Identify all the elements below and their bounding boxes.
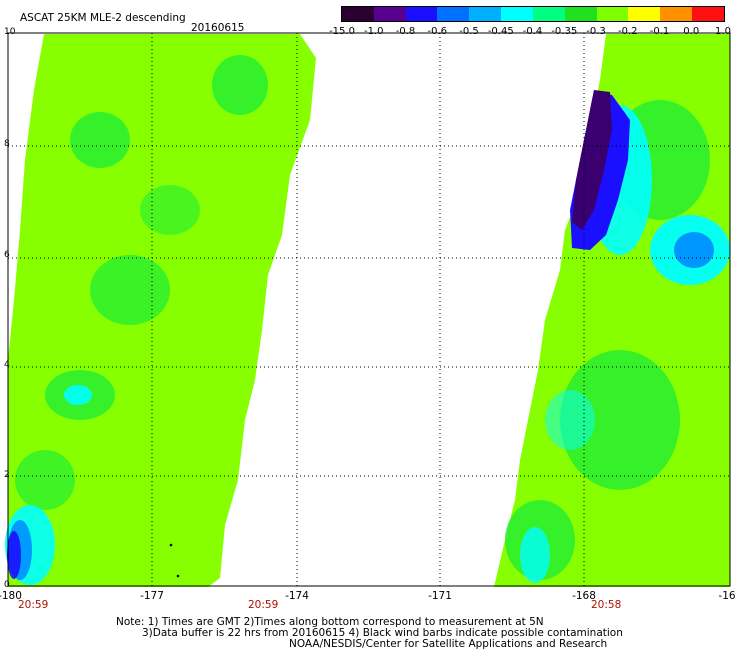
plot-frame [7, 32, 731, 587]
map-title: ASCAT 25KM MLE-2 descending [20, 12, 186, 24]
y-tick: 8 [4, 139, 10, 149]
colorbar-swatch [437, 7, 470, 21]
note-line-2: 3)Data buffer is 22 hrs from 20160615 4)… [142, 627, 623, 639]
colorbar-swatch [564, 7, 597, 21]
colorbar-swatch [532, 7, 565, 21]
y-tick: 0 [4, 580, 10, 590]
left-swath-patch [212, 55, 268, 115]
y-tick: 4 [4, 360, 10, 370]
y-tick: 2 [4, 470, 10, 480]
x-tick: -174 [285, 590, 309, 602]
colorbar-swatch [628, 7, 661, 21]
time-label: 20:59 [248, 599, 279, 611]
colorbar-swatch [660, 7, 693, 21]
colorbar-label: 0.0 [683, 26, 700, 37]
colorbar-swatch [469, 7, 502, 21]
colorbar-swatch [596, 7, 629, 21]
colorbar-label: -0.8 [395, 26, 416, 37]
x-tick: -180 [0, 590, 22, 602]
left-swath-patch [15, 450, 75, 510]
colorbar-label: -0.35 [551, 26, 578, 37]
colorbar-label: -0.45 [487, 26, 514, 37]
colorbar-swatch [692, 7, 724, 21]
wind-swaths [5, 34, 730, 587]
lat-lon-grid [8, 33, 730, 586]
left-swath-patch [64, 385, 92, 405]
colorbar-label: -15.0 [329, 26, 355, 37]
wind-barb-mark [176, 574, 180, 578]
x-tick: -171 [428, 590, 452, 602]
right-swath-patch [520, 527, 550, 583]
map-date: 20160615 [191, 22, 245, 34]
note-line-3: NOAA/NESDIS/Center for Satellite Applica… [289, 638, 608, 650]
wind-barb-mark [169, 543, 173, 547]
colorbar-label: -0.1 [649, 26, 670, 37]
time-label: 20:58 [591, 599, 622, 611]
note-line-1: Note: 1) Times are GMT 2)Times along bot… [116, 616, 544, 628]
right-swath-patch [545, 390, 595, 450]
colorbar-label: -1.0 [363, 26, 384, 37]
colorbar [341, 6, 725, 22]
left-swath-patch [90, 255, 170, 325]
colorbar-swatch [501, 7, 533, 21]
colorbar-label: -0.4 [522, 26, 543, 37]
time-label: 20:59 [18, 599, 49, 611]
left-swath-patch [140, 185, 200, 235]
right-swath-strip [572, 90, 612, 230]
colorbar-label: -0.5 [459, 26, 479, 37]
colorbar-swatch [373, 7, 406, 21]
right-swath-patch [560, 350, 680, 490]
x-tick: -177 [140, 590, 164, 602]
colorbar-label: -0.3 [586, 26, 606, 37]
x-tick: -16 [718, 590, 736, 602]
colorbar-label: -0.2 [617, 26, 638, 37]
y-tick: 6 [4, 250, 10, 260]
right-swath-patch [674, 232, 714, 268]
colorbar-swatch [405, 7, 438, 21]
colorbar-swatch [342, 7, 374, 21]
left-swath-patch [70, 112, 130, 168]
colorbar-label: 1.0 [715, 26, 731, 37]
x-tick: -168 [572, 590, 596, 602]
left-swath-patch [7, 531, 21, 579]
colorbar-label: -0.6 [427, 26, 448, 37]
y-tick: 10 [4, 27, 16, 37]
